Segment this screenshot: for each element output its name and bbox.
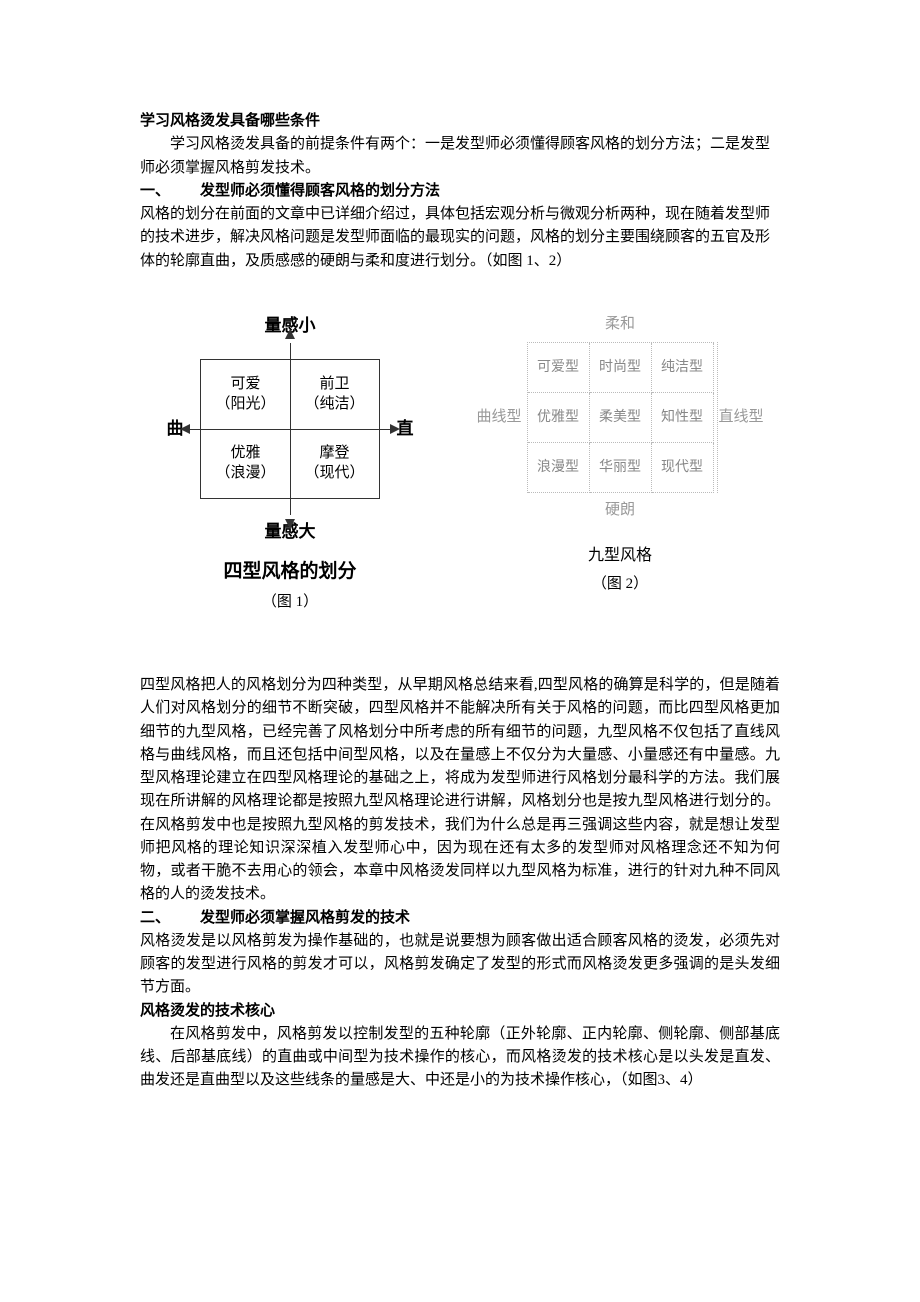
fig2-cell: 柔美型 [590,393,652,443]
fig2-bottom-label: 硬朗 [460,499,780,522]
fig1-cell-tr: 前卫 （纯洁） [290,360,379,429]
section-2-title: 发型师必须掌握风格剪发的技术 [200,910,410,926]
fig2-cell: 纯洁型 [652,343,714,393]
fig2-cell: 华丽型 [590,443,652,493]
core-heading: 风格烫发的技术核心 [140,1000,780,1023]
fig2-cell: 浪漫型 [528,443,590,493]
after-figures-paragraph: 四型风格把人的风格划分为四种类型，从早期风格总结来看,四型风格的确算是科学的，但… [140,674,780,907]
core-paragraph: 在风格剪发中，风格剪发以控制发型的五种轮廓（正外轮廓、正内轮廓、侧轮廓、侧部基底… [140,1023,780,1093]
section-2-number: 二、 [140,910,170,926]
fig1-cell-br: 摩登 （现代） [290,429,379,498]
fig2-subtitle: （图 2） [460,573,780,596]
section-2-heading: 二、 发型师必须掌握风格剪发的技术 [140,907,780,930]
fig1-title: 四型风格的划分 [140,557,440,586]
arrow-up-icon [285,329,295,339]
fig2-cell: 现代型 [652,443,714,493]
main-heading: 学习风格烫发具备哪些条件 [140,110,780,133]
fig2-left-label: 曲线型 [472,406,527,429]
fig2-cell: 时尚型 [590,343,652,393]
figure-1: 量感小 曲 可爱 （阳光） [140,313,440,614]
fig1-cell-tl: 可爱 （阳光） [201,360,290,429]
arrow-down-icon [285,519,295,529]
fig2-title: 九型风格 [460,544,780,569]
fig1-cell-bl: 优雅 （浪漫） [201,429,290,498]
figures-row: 量感小 曲 可爱 （阳光） [140,313,780,614]
intro-paragraph: 学习风格烫发具备的前提条件有两个：一是发型师必须懂得顾客风格的划分方法；二是发型… [140,133,780,180]
section-1-title: 发型师必须懂得顾客风格的划分方法 [200,183,440,199]
fig1-subtitle: （图 1） [140,591,440,614]
fig2-cell: 知性型 [652,393,714,443]
arrow-right-icon [390,424,400,434]
arrow-left-icon [180,424,190,434]
fig2-top-label: 柔和 [460,313,780,336]
figure-2: 柔和 曲线型 可爱型 时尚型 纯洁型 优雅型 柔美型 知性型 浪漫型 华丽型 现… [460,313,780,597]
document-page: 学习风格烫发具备哪些条件 学习风格烫发具备的前提条件有两个：一是发型师必须懂得顾… [0,0,920,1302]
section-1-heading: 一、 发型师必须懂得顾客风格的划分方法 [140,180,780,203]
fig1-quadrant: 可爱 （阳光） 前卫 （纯洁） 优雅 （浪漫） 摩登 [190,339,390,519]
fig2-right-label: 直线型 [714,406,769,429]
fig2-grid: 可爱型 时尚型 纯洁型 优雅型 柔美型 知性型 浪漫型 华丽型 现代型 [527,342,714,493]
fig2-cell: 优雅型 [528,393,590,443]
section-2-paragraph: 风格烫发是以风格剪发为操作基础的，也就是说要想为顾客做出适合顾客风格的烫发，必须… [140,930,780,1000]
section-1-paragraph: 风格的划分在前面的文章中已详细介绍过，具体包括宏观分析与微观分析两种，现在随着发… [140,203,780,273]
section-1-number: 一、 [140,183,170,199]
fig2-cell: 可爱型 [528,343,590,393]
